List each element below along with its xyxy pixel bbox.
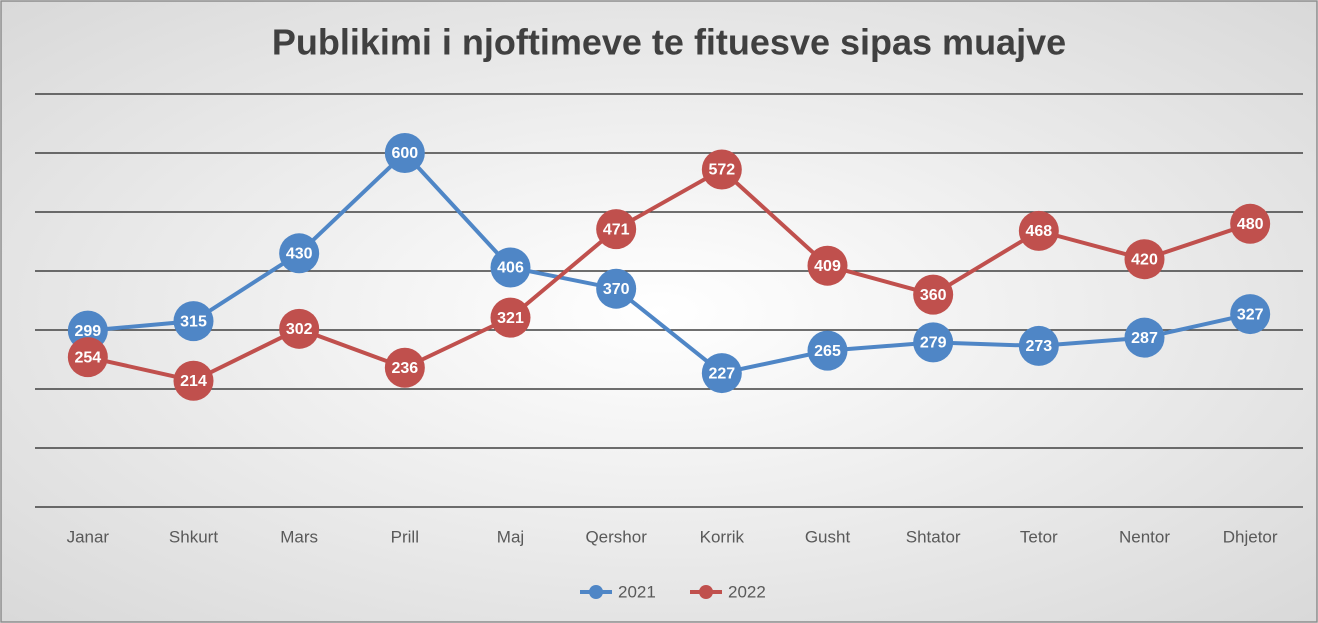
legend-marker xyxy=(589,585,603,599)
x-tick-label: Maj xyxy=(497,527,524,546)
x-tick-label: Gusht xyxy=(805,527,851,546)
data-label: 273 xyxy=(1025,338,1052,355)
data-label: 430 xyxy=(286,246,313,263)
data-label: 236 xyxy=(391,360,418,377)
legend-marker xyxy=(699,585,713,599)
marker xyxy=(279,308,320,349)
x-tick-label: Dhjetor xyxy=(1223,527,1278,546)
marker xyxy=(596,209,637,250)
legend-item: 2022 xyxy=(690,582,766,601)
x-tick-label: Mars xyxy=(280,527,318,546)
marker xyxy=(173,301,214,342)
x-tick-label: Prill xyxy=(391,527,419,546)
data-label: 572 xyxy=(708,162,735,179)
marker xyxy=(1018,210,1059,251)
marker xyxy=(701,353,742,394)
x-tick-label: Qershor xyxy=(585,527,647,546)
marker xyxy=(490,297,531,338)
data-label: 254 xyxy=(74,349,101,366)
data-label: 468 xyxy=(1025,223,1052,240)
data-label: 227 xyxy=(708,365,735,382)
marker xyxy=(384,133,425,173)
legend-item: 2021 xyxy=(580,582,656,601)
chart-title: Publikimi i njoftimeve te fituesve sipas… xyxy=(272,22,1066,63)
legend-label: 2021 xyxy=(618,582,656,601)
x-tick-label: Tetor xyxy=(1020,527,1058,546)
marker xyxy=(1124,239,1165,280)
x-tick-label: Shkurt xyxy=(169,527,218,546)
data-label: 406 xyxy=(497,260,524,277)
marker xyxy=(1230,294,1271,335)
x-tick-label: Janar xyxy=(67,527,110,546)
legend-label: 2022 xyxy=(728,582,766,601)
marker xyxy=(490,247,531,288)
x-tick-label: Shtator xyxy=(906,527,961,546)
marker xyxy=(701,149,742,190)
data-label: 600 xyxy=(391,145,418,162)
data-label: 214 xyxy=(180,373,207,390)
marker xyxy=(807,330,848,371)
data-label: 321 xyxy=(497,310,524,327)
data-label: 279 xyxy=(920,335,947,352)
marker xyxy=(807,245,848,286)
marker xyxy=(1018,325,1059,366)
data-label: 302 xyxy=(286,321,313,338)
data-label: 420 xyxy=(1131,251,1158,268)
marker xyxy=(279,233,320,274)
data-label: 480 xyxy=(1237,216,1264,233)
data-label: 370 xyxy=(603,281,630,298)
marker xyxy=(384,347,425,388)
data-label: 409 xyxy=(814,258,841,275)
x-tick-label: Nentor xyxy=(1119,527,1170,546)
data-label: 360 xyxy=(920,287,947,304)
marker xyxy=(67,337,108,378)
data-label: 265 xyxy=(814,343,841,360)
marker xyxy=(1124,317,1165,358)
marker xyxy=(596,268,637,309)
data-label: 287 xyxy=(1131,330,1158,347)
marker xyxy=(1230,203,1271,244)
marker xyxy=(173,360,214,401)
x-tick-label: Korrik xyxy=(700,527,745,546)
marker xyxy=(913,274,954,315)
data-label: 299 xyxy=(74,323,101,340)
data-label: 327 xyxy=(1237,306,1264,323)
data-label: 471 xyxy=(603,221,630,238)
marker xyxy=(913,322,954,363)
data-label: 315 xyxy=(180,313,207,330)
